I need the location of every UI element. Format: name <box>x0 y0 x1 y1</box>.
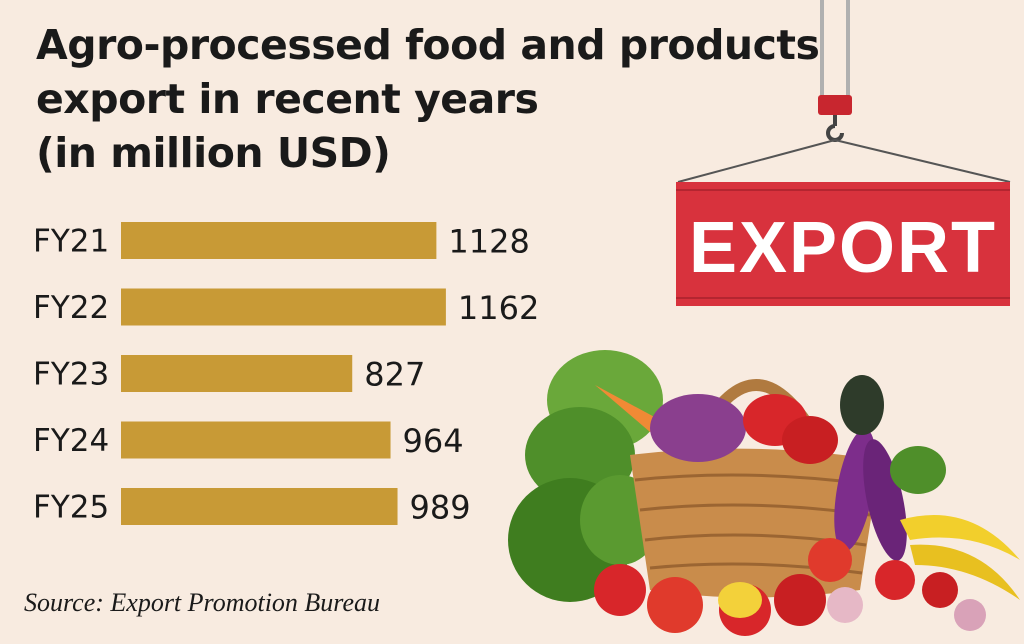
value-label-fy24: 964 <box>403 422 464 460</box>
title-line-3: (in million USD) <box>36 129 391 177</box>
value-label-fy21: 1128 <box>448 223 529 261</box>
title-line-1: Agro-processed food and products <box>36 21 820 69</box>
bar-fy25 <box>121 488 398 525</box>
vegetable-basket-icon <box>508 350 1020 636</box>
source-note: Source: Export Promotion Bureau <box>24 588 380 617</box>
value-label-fy25: 989 <box>410 489 471 527</box>
bar-fy24 <box>121 421 391 459</box>
export-container <box>676 182 1010 306</box>
crane-hook-block <box>818 95 852 115</box>
bar-fy21 <box>121 222 437 259</box>
category-label-fy23: FY23 <box>33 357 109 393</box>
category-label-fy25: FY25 <box>33 490 109 526</box>
value-label-fy23: 827 <box>364 356 425 394</box>
chart-title: Agro-processed food and products export … <box>36 18 820 180</box>
crane-hook-icon <box>826 115 844 142</box>
category-label-fy22: FY22 <box>33 290 109 326</box>
bar-chart: FY21 1128 FY22 1162 FY23 827 FY24 964 FY25 989 <box>33 222 539 527</box>
export-illustration: EXPORT <box>508 0 1020 636</box>
title-line-2: export in recent years <box>36 75 539 123</box>
category-label-fy24: FY24 <box>33 423 109 459</box>
value-label-fy22: 1162 <box>458 289 539 327</box>
category-label-fy21: FY21 <box>33 224 109 260</box>
export-sign-text: EXPORT <box>689 208 997 288</box>
bar-fy23 <box>121 355 353 392</box>
bar-fy22 <box>121 288 446 326</box>
